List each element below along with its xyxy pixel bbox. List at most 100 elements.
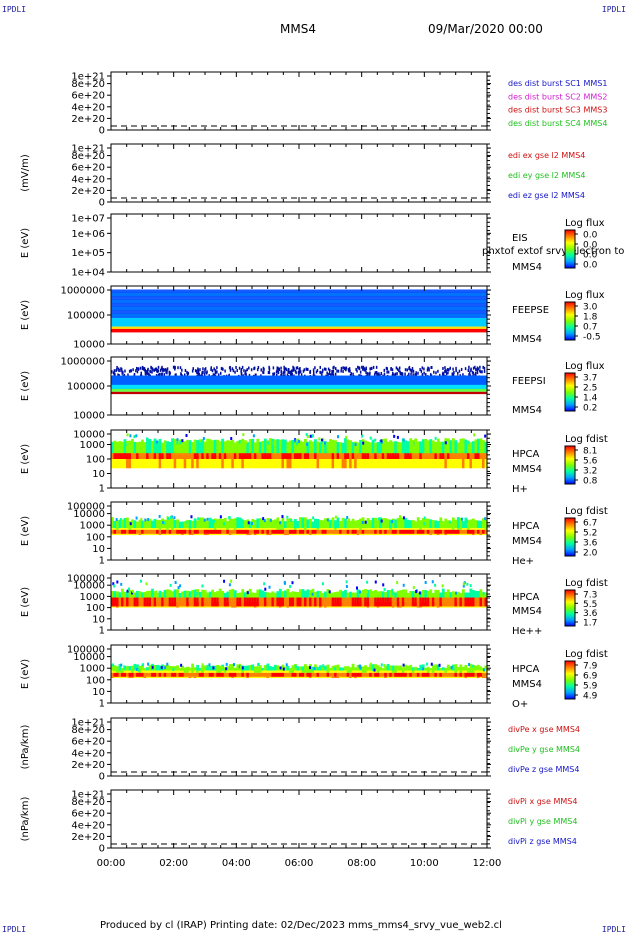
spectrum-cell bbox=[349, 529, 352, 534]
spectrum-speckle bbox=[174, 367, 176, 371]
spectrum-cell bbox=[216, 439, 220, 455]
spectrum-cell bbox=[466, 667, 470, 671]
spectrum-cell bbox=[118, 453, 122, 459]
spectrum-speckle bbox=[174, 373, 177, 377]
spectrum-cell bbox=[158, 670, 162, 673]
spectrum-cell bbox=[241, 670, 245, 673]
spectrum-speckle bbox=[166, 367, 169, 371]
spectrum-speckle bbox=[447, 368, 450, 372]
spectrum-cell bbox=[481, 518, 485, 529]
spectrum-cell bbox=[246, 590, 250, 601]
spectrum-cell bbox=[248, 606, 252, 608]
spectrum-cell bbox=[479, 676, 483, 679]
spectrum-cell bbox=[181, 459, 184, 469]
spectrum-cell bbox=[131, 459, 134, 469]
panel-label: MMS4 bbox=[512, 464, 542, 475]
spectrum-cell bbox=[336, 606, 340, 608]
spectrum-cell bbox=[326, 533, 330, 536]
spectrum-cell bbox=[181, 521, 184, 529]
spectrum-band-green bbox=[111, 388, 487, 392]
spectrum-cell bbox=[439, 597, 443, 607]
spectrum-cell bbox=[236, 597, 240, 607]
spectrum-cell bbox=[193, 606, 197, 608]
spectrum-speckle bbox=[173, 365, 176, 369]
spectrum-speckle bbox=[315, 370, 318, 374]
spectrum-cell bbox=[276, 665, 280, 671]
spectrum-cell bbox=[203, 676, 207, 679]
x-tick-label: 00:00 bbox=[97, 858, 126, 869]
spectrum-cell bbox=[211, 597, 215, 607]
spectrum-speckle bbox=[462, 582, 465, 586]
spectrum-speckle bbox=[216, 366, 218, 370]
spectrum-speckle bbox=[217, 373, 220, 377]
spectrum-cell bbox=[148, 590, 152, 601]
spectrum-cell bbox=[256, 670, 260, 673]
spectrum-cell bbox=[278, 459, 282, 469]
spectrum-cell bbox=[286, 588, 290, 601]
spectrum-cell bbox=[396, 517, 400, 529]
spectrum-cell bbox=[213, 529, 217, 534]
spectrum-speckle bbox=[176, 441, 179, 445]
spectrum-cell bbox=[251, 606, 255, 608]
colorbar-tick-label: 0.2 bbox=[583, 404, 597, 414]
spectrum-cell bbox=[434, 664, 438, 671]
spectrum-cell bbox=[278, 529, 282, 534]
spectrum-stripe bbox=[111, 303, 487, 307]
spectrum-speckle bbox=[287, 368, 290, 372]
spectrum-cell bbox=[304, 438, 307, 455]
spectrum-cell bbox=[369, 606, 372, 608]
spectrum-cell bbox=[243, 597, 247, 607]
spectrum-speckle bbox=[376, 373, 378, 377]
spectrum-speckle bbox=[238, 440, 241, 444]
y-tick-label: 1000000 bbox=[60, 357, 105, 368]
spectrum-cell bbox=[241, 453, 245, 459]
spectrum-cell bbox=[376, 665, 380, 671]
spectrum-speckle bbox=[245, 441, 248, 445]
spectrum-cell bbox=[133, 592, 137, 601]
spectrum-cell bbox=[354, 676, 357, 679]
spectrum-cell bbox=[123, 670, 127, 673]
spectrum-cell bbox=[476, 528, 480, 530]
spectrum-cell bbox=[359, 529, 362, 534]
colorbar-tick-label: 0.0 bbox=[583, 241, 598, 251]
spectrum-cell bbox=[479, 606, 483, 608]
spectrum-cell bbox=[366, 528, 370, 530]
spectrum-cell bbox=[466, 676, 470, 679]
spectrum-cell bbox=[253, 519, 257, 529]
spectrum-cell bbox=[351, 592, 355, 601]
spectrum-cell bbox=[341, 453, 345, 459]
spectrum-cell bbox=[446, 676, 450, 679]
spectrum-speckle bbox=[169, 583, 172, 587]
spectrum-speckle bbox=[352, 372, 354, 376]
spectrum-cell bbox=[261, 529, 265, 534]
spectrum-cell bbox=[441, 676, 445, 679]
spectrum-cell bbox=[206, 597, 210, 607]
spectrum-cell bbox=[391, 591, 395, 601]
spectrum-cell bbox=[188, 672, 192, 677]
spectrum-cell bbox=[319, 591, 322, 601]
spectrum-cell bbox=[324, 459, 327, 469]
spectrum-cell bbox=[161, 670, 164, 673]
spectrum-cell bbox=[431, 670, 435, 673]
corner-mark-bottom-left: IPDLI bbox=[2, 925, 27, 934]
spectrum-cell bbox=[434, 529, 438, 534]
spectrum-cell bbox=[369, 672, 372, 677]
spectrum-cell bbox=[419, 597, 423, 607]
spectrum-speckle bbox=[140, 517, 143, 521]
spectrum-cell bbox=[236, 592, 240, 601]
spectrum-cell bbox=[389, 459, 393, 469]
spectrum-cell bbox=[233, 676, 237, 679]
spectrum-cell bbox=[186, 439, 190, 455]
colorbar-tick-label: 3.6 bbox=[583, 609, 598, 619]
spectrum-cell bbox=[291, 591, 295, 601]
spectrum-cell bbox=[173, 459, 177, 469]
spectrum-cell bbox=[213, 606, 217, 608]
spectrum-speckle bbox=[312, 516, 315, 520]
spectrum-cell bbox=[266, 670, 270, 673]
spectrum-cell bbox=[429, 519, 433, 529]
spectrum-cell bbox=[246, 606, 250, 608]
spectrum-cell bbox=[394, 533, 398, 536]
spectrum-cell bbox=[276, 453, 280, 459]
spectrum-cell bbox=[241, 533, 245, 536]
spectrum-cell bbox=[329, 529, 332, 534]
